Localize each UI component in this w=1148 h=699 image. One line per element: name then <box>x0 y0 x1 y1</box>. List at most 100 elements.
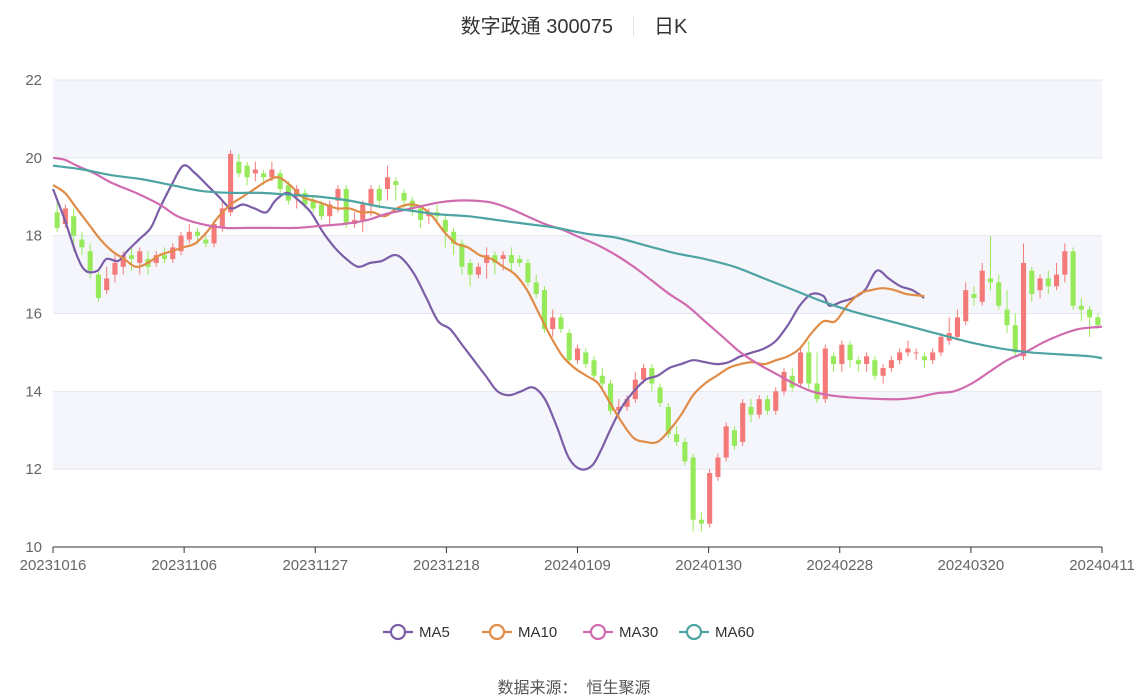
candle <box>1062 243 1068 283</box>
legend-label: MA30 <box>619 624 658 641</box>
legend-label: MA60 <box>715 624 754 641</box>
candle <box>376 185 382 209</box>
candle <box>616 399 622 419</box>
legend-item-ma30[interactable]: MA30 <box>583 623 658 641</box>
candle <box>913 348 919 361</box>
y-tick-label: 20 <box>25 150 42 167</box>
candle <box>591 356 597 380</box>
candle <box>839 340 845 372</box>
candle <box>1004 290 1010 333</box>
legend-marker <box>589 623 607 641</box>
candle <box>682 438 688 466</box>
candle <box>368 185 374 217</box>
x-tick-label: 20231106 <box>151 557 217 574</box>
candle <box>748 399 754 423</box>
candle <box>1087 305 1093 337</box>
legend-marker <box>389 623 407 641</box>
candle <box>327 200 333 224</box>
candle <box>731 426 737 450</box>
candle <box>1012 313 1018 357</box>
candle <box>756 395 762 419</box>
candle <box>104 266 110 295</box>
candles <box>54 150 1101 532</box>
x-tick-label: 20240320 <box>938 557 1005 574</box>
candle <box>723 422 729 462</box>
x-axis: 20231016 20231106 20231127 20231218 20240109… <box>20 546 1135 574</box>
candle <box>872 356 878 380</box>
legend-item-ma60[interactable]: MA60 <box>679 623 754 641</box>
candle <box>112 255 118 283</box>
data-source: 数据来源： 恒生聚源 <box>0 674 1148 698</box>
candle <box>1054 262 1060 291</box>
x-tick-label: 20240411 <box>1069 557 1135 574</box>
candle <box>384 165 391 201</box>
candle <box>987 235 994 291</box>
candle <box>740 399 746 446</box>
y-tick-label: 14 <box>25 383 42 400</box>
candle <box>946 317 952 345</box>
legend-label: MA5 <box>419 624 450 641</box>
candle <box>607 379 614 415</box>
candle <box>880 364 886 384</box>
y-tick-label: 18 <box>25 228 42 245</box>
candle <box>830 352 837 372</box>
candle <box>930 348 936 365</box>
candle <box>95 270 101 302</box>
candle <box>178 231 184 256</box>
background-bands <box>53 80 1102 470</box>
candle <box>517 255 523 267</box>
candle <box>161 247 168 263</box>
candle <box>1037 274 1043 298</box>
band <box>53 235 1102 314</box>
candle <box>525 259 531 287</box>
candle <box>1020 243 1027 361</box>
candle <box>566 329 572 365</box>
candle <box>963 282 969 326</box>
candle <box>277 169 283 193</box>
candle <box>888 356 894 372</box>
x-tick-label: 20231218 <box>413 557 480 574</box>
candle <box>54 200 60 232</box>
candle <box>797 348 804 388</box>
candle <box>558 313 564 333</box>
candle <box>806 340 812 392</box>
ma-line-ma10 <box>52 176 925 445</box>
candle <box>186 223 192 244</box>
candle <box>657 383 663 407</box>
candle <box>128 247 135 271</box>
ma-line-ma5 <box>51 164 925 471</box>
legend-item-ma10[interactable]: MA10 <box>482 623 557 641</box>
candle <box>409 196 415 217</box>
candle <box>1070 247 1076 310</box>
candle <box>1029 266 1035 302</box>
y-tick-label: 22 <box>25 72 42 89</box>
stock-name: 数字政通 300075 <box>460 16 613 38</box>
title-separator <box>632 16 634 36</box>
candle <box>764 395 771 415</box>
candle <box>971 286 977 306</box>
candle <box>244 161 250 186</box>
candle <box>674 426 680 446</box>
candle <box>252 161 258 182</box>
candle <box>137 247 143 275</box>
legend-marker <box>685 623 703 641</box>
candle <box>79 231 85 256</box>
legend-item-ma5[interactable]: MA5 <box>383 623 450 641</box>
ma-line-ma60 <box>52 164 1103 360</box>
candle <box>698 511 704 532</box>
x-tick-label: 20231127 <box>282 557 348 574</box>
candle <box>1045 270 1051 295</box>
y-tick-label: 10 <box>25 539 42 556</box>
candle <box>781 367 787 396</box>
candle <box>715 453 721 481</box>
candle <box>492 251 498 275</box>
legend: MA5 MA10 MA30 MA60 <box>383 623 754 641</box>
band <box>53 80 1102 158</box>
candle <box>484 247 490 279</box>
candle <box>211 220 217 248</box>
candle <box>938 332 944 357</box>
period-label: 日K <box>653 16 688 38</box>
candle <box>954 309 961 341</box>
